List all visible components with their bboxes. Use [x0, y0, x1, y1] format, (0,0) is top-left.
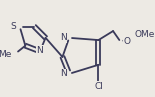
Text: N: N [60, 33, 67, 42]
Text: OMe: OMe [134, 30, 155, 39]
Text: Me: Me [0, 50, 12, 59]
Text: O: O [123, 37, 130, 46]
Text: Cl: Cl [94, 82, 103, 91]
Text: N: N [37, 46, 43, 55]
Text: S: S [11, 22, 16, 31]
Text: N: N [60, 69, 67, 78]
